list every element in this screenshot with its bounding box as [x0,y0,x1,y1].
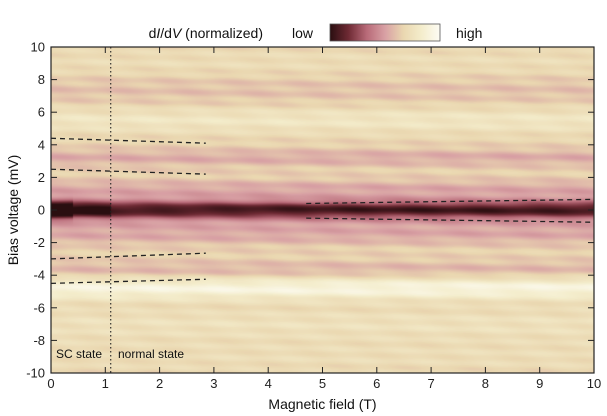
colorbar-high-label: high [456,25,482,41]
x-tick-label: 10 [587,376,601,391]
x-tick-label: 3 [210,376,217,391]
guide-line-2 [51,168,206,175]
colorbar-title: dI/dV (normalized) [149,25,263,41]
phase-label-normal: normal state [118,347,184,361]
y-tick-label: 2 [38,170,45,185]
x-tick-label: 4 [265,376,272,391]
colorbar-low-label: low [292,25,314,41]
y-tick-label: 6 [38,105,45,120]
y-tick-label: -4 [33,268,45,283]
colorbar-legend: dI/dV (normalized) low high [149,23,482,42]
y-tick-label: -2 [33,235,45,250]
guide-line-1 [51,137,206,144]
overlay-layer [51,47,594,373]
x-tick-label: 8 [482,376,489,391]
x-tick-label: 9 [536,376,543,391]
y-axis-label: Bias voltage (mV) [5,155,21,265]
x-tick-label: 7 [427,376,434,391]
guide-line-4 [51,278,206,284]
guide-line-5 [306,198,594,205]
heatmap-cells [51,47,594,373]
y-tick-label: -6 [33,300,45,315]
colorbar-gradient [329,23,441,42]
y-tick-label: 0 [38,203,45,218]
x-axis-label: Magnetic field (T) [268,396,376,412]
y-tick-label: 10 [31,40,45,55]
x-tick-label: 2 [156,376,163,391]
x-tick-label: 0 [47,376,54,391]
y-tick-label: -10 [26,366,45,381]
x-tick-label: 1 [102,376,109,391]
x-tick-label: 6 [373,376,380,391]
x-tick-label: 5 [319,376,326,391]
guide-line-6 [306,217,594,223]
axes-layer: 0 1 2 3 4 5 6 7 8 9 10 -10 -8 -6 -4 -2 0 2 4 6 8 10 [26,40,601,392]
guide-line-3 [51,252,206,260]
phase-label-sc: SC state [56,347,102,361]
y-tick-label: 8 [38,72,45,87]
y-tick-label: 4 [38,137,45,152]
y-tick-label: -8 [33,333,45,348]
